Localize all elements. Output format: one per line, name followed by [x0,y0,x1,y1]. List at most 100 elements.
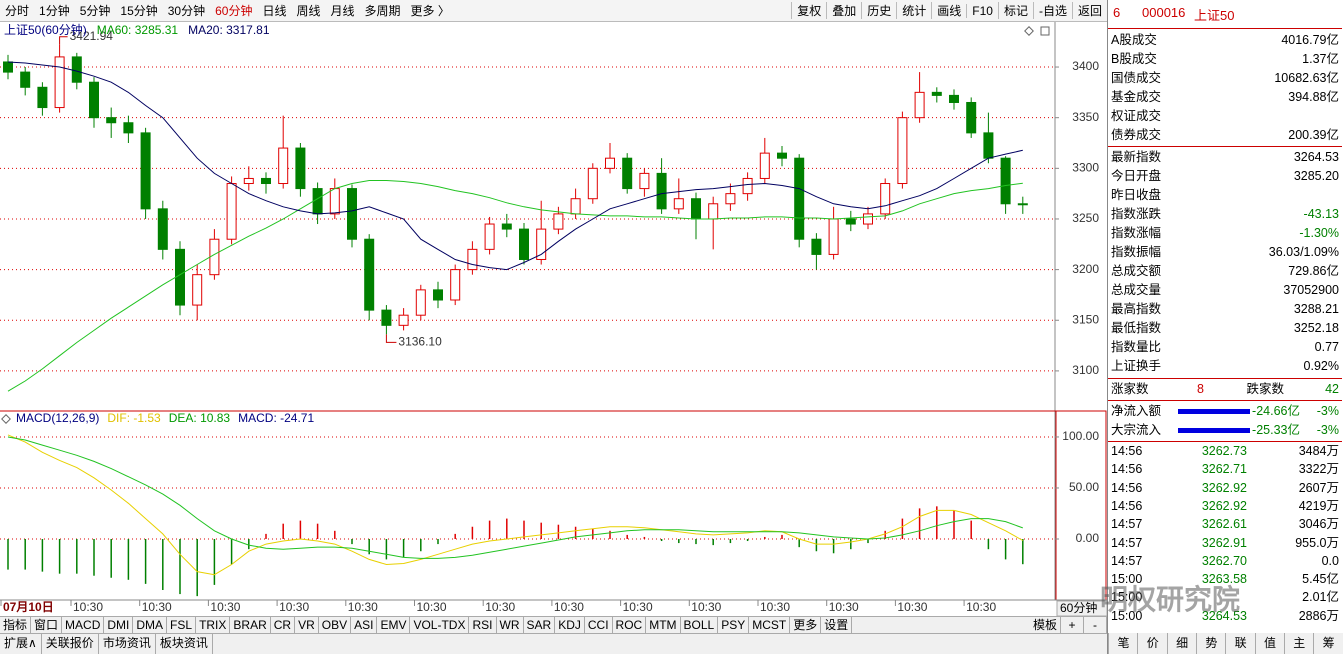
candle-body [278,147,289,185]
bottom-tab[interactable]: 扩展∧ [0,634,42,654]
row-value: 200.39亿 [1288,128,1339,142]
tick-row: 15:00 3264.53 2886万 [1108,607,1342,625]
indicator-tab[interactable]: SAR [524,617,556,633]
indicator-tab[interactable]: PSY [718,617,750,633]
tool-button[interactable]: 标记 [997,2,1033,19]
period-tab[interactable]: 15分钟 [120,4,158,18]
low-arrow [385,334,397,343]
candle-body [1000,157,1011,205]
indicator-tab[interactable]: MTM [646,617,681,633]
x-tick-label: 10:30 [73,600,103,614]
indicator-tab[interactable]: WR [497,617,524,633]
period-tab[interactable]: 多周期 [364,4,401,18]
candle-body [243,177,254,185]
bottom-tab[interactable]: 市场资讯 [99,634,156,654]
indicator-tab[interactable]: VR [295,617,319,633]
quote-row: 债券成交 200.39亿 [1108,126,1342,145]
x-tick-label: 10:30 [623,600,653,614]
indicator-tab[interactable]: OBV [319,617,352,633]
tick-volume: 4219万 [1298,498,1339,513]
template-button[interactable]: 模板 [1030,617,1061,633]
period-tab[interactable]: 月线 [330,4,355,18]
period-tab[interactable]: 30分钟 [167,4,206,18]
row-value: 729.86亿 [1288,264,1339,278]
row-label: A股成交 [1111,33,1157,47]
tick-price: 3262.70 [1201,553,1247,568]
panel-button[interactable]: 价 [1137,633,1168,654]
panel-button[interactable]: 筹 [1313,633,1343,654]
tool-button[interactable]: -自选 [1032,2,1072,19]
candle-body [519,228,529,260]
indicator-tab[interactable]: RSI [469,617,497,633]
quote-row: A股成交 4016.79亿 [1108,31,1342,50]
zoom-button[interactable]: - [1084,617,1107,633]
candle-body [209,238,220,276]
y-tick-label: 0.00 [1076,531,1100,545]
tool-button[interactable]: 返回 [1071,2,1107,19]
tick-volume: 2607万 [1298,480,1339,495]
tool-button[interactable]: 画线 [931,2,966,19]
x-tick-label: 10:30 [554,600,584,614]
indicator-tab[interactable]: 窗口 [31,617,63,633]
x-tick-label: 10:30 [897,600,927,614]
indicator-tab[interactable]: 更多 [790,617,822,633]
period-tab[interactable]: 更多 〉 [410,4,450,18]
indicator-tab[interactable]: ASI [351,617,378,633]
candle-body [89,81,99,119]
candle-body [329,188,340,215]
period-tab[interactable]: 周线 [296,4,321,18]
row-label: 基金成交 [1111,90,1162,104]
candle-body [673,198,684,210]
indicator-tab[interactable]: TRIX [196,617,231,633]
row-value: -1.30% [1299,226,1339,240]
tool-button[interactable]: 统计 [896,2,931,19]
period-tab[interactable]: 1分钟 [39,4,70,18]
period-tab[interactable]: 日线 [262,4,287,18]
y-tick-label: 50.00 [1069,480,1099,494]
row-label: 指数涨幅 [1111,226,1162,240]
panel-button[interactable]: 主 [1283,633,1314,654]
chart: 3400 3350 3300 3250 3200 3150 3100 3421.94 3136.… [0,22,1107,616]
panel-button[interactable]: 值 [1254,633,1285,654]
period-tab[interactable]: 5分钟 [79,4,111,18]
indicator-tab[interactable]: BRAR [230,617,271,633]
indicator-tab[interactable]: VOL-TDX [410,617,470,633]
candle-body [123,122,134,134]
indicator-tab[interactable]: ROC [613,617,647,633]
period-tab[interactable]: 分时 [5,4,30,18]
tool-button[interactable]: 叠加 [826,2,861,19]
indicator-tab[interactable]: 设置 [821,617,853,633]
panel-button[interactable]: 联 [1225,633,1256,654]
tool-button[interactable]: F10 [966,3,998,18]
indicator-tab[interactable]: FSL [167,617,197,633]
tool-button[interactable]: 复权 [791,2,826,19]
tool-button[interactable]: 历史 [861,2,896,19]
indicator-tab[interactable]: DMA [133,617,168,633]
period-tab[interactable]: 60分钟 [215,4,253,18]
indicator-tab[interactable]: MACD [62,617,105,633]
tick-price: 3262.61 [1201,517,1247,532]
candle-body [450,269,461,301]
bottom-tab[interactable]: 关联报价 [42,634,99,654]
indicator-tab[interactable]: EMV [377,617,411,633]
indicator-tab[interactable]: DMI [104,617,134,633]
candle-body [880,183,891,215]
row-value: 3285.20 [1293,169,1339,183]
candle-body [931,91,942,96]
bottom-tab[interactable]: 板块资讯 [156,634,213,654]
row-label: 国债成交 [1111,71,1162,85]
indicator-tab[interactable]: MCST [749,617,791,633]
x-tick-label: 10:30 [485,600,515,614]
indicator-tab[interactable]: BOLL [681,617,719,633]
candle-body [3,61,13,73]
tick-time: 14:57 [1111,517,1143,532]
zoom-button[interactable]: + [1061,617,1084,633]
panel-button[interactable]: 势 [1195,633,1226,654]
indicator-tab[interactable]: CCI [585,617,613,633]
panel-button[interactable]: 笔 [1108,633,1138,654]
panel-button[interactable]: 细 [1166,633,1197,654]
indicator-tab[interactable]: CR [271,617,296,633]
indicator-tab[interactable]: 指标 [0,617,32,633]
indicator-tab[interactable]: KDJ [555,617,585,633]
